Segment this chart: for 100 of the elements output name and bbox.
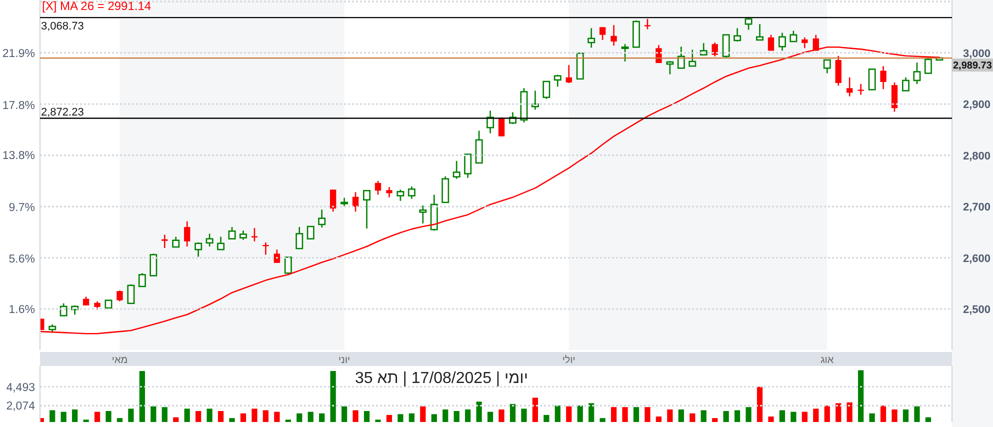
candlestick — [184, 220, 190, 248]
bar — [869, 413, 875, 422]
candlestick — [868, 68, 876, 90]
bar — [846, 402, 852, 422]
bar — [914, 406, 920, 422]
candlestick — [677, 46, 685, 69]
candlestick — [666, 60, 674, 75]
bar — [554, 406, 560, 422]
bar — [902, 409, 909, 422]
bar — [106, 411, 112, 422]
candlestick — [566, 64, 572, 84]
y2-tick-label: 1.6% — [8, 304, 35, 316]
bar — [398, 414, 404, 422]
bar — [72, 409, 78, 422]
bar — [678, 409, 684, 422]
bar — [50, 410, 56, 422]
bar — [420, 406, 426, 422]
bar — [667, 409, 673, 422]
bar — [431, 414, 437, 422]
y2-tick-label: 13.8% — [2, 150, 35, 162]
bar — [633, 407, 640, 422]
bar — [813, 408, 819, 422]
bar — [544, 414, 550, 422]
bar — [700, 410, 706, 422]
y-tick-label: 2,800 — [963, 150, 991, 162]
bar — [892, 409, 898, 422]
ref-line-label: 3,068.73 — [41, 20, 84, 33]
candlestick — [880, 65, 886, 90]
bar — [308, 412, 314, 422]
bar — [566, 406, 572, 422]
bar — [274, 412, 280, 422]
candlestick — [610, 24, 617, 46]
candlestick — [162, 234, 168, 249]
bar — [521, 408, 527, 422]
candlestick — [138, 272, 146, 288]
bar — [341, 406, 348, 422]
bar — [364, 411, 370, 422]
candlestick — [318, 208, 326, 228]
bar — [487, 412, 494, 422]
bar — [116, 418, 123, 422]
bar — [330, 371, 336, 422]
candlestick — [419, 204, 427, 224]
y-tick-label: 2,500 — [963, 304, 991, 316]
bar — [622, 407, 628, 422]
candlestick — [408, 186, 416, 200]
x-tick-label: מאי — [112, 355, 128, 366]
candlestick — [599, 26, 606, 41]
y2-tick-label: 21.9% — [2, 48, 35, 60]
bar — [229, 418, 235, 422]
y-tick-label: 3,000 — [963, 48, 991, 60]
bar — [802, 412, 808, 422]
candlestick — [902, 76, 910, 92]
candlestick — [621, 43, 629, 62]
candlestick — [790, 30, 798, 42]
bar — [206, 408, 212, 422]
bar — [756, 386, 763, 422]
bar — [240, 413, 246, 422]
bar — [476, 402, 482, 422]
bar — [588, 403, 594, 422]
bar — [779, 410, 786, 422]
bar — [60, 412, 66, 422]
candlestick — [756, 23, 764, 41]
bar — [746, 407, 752, 422]
bar — [252, 408, 258, 422]
bar — [880, 406, 886, 422]
bar — [465, 409, 471, 422]
candlestick — [712, 42, 718, 58]
candlestick — [374, 180, 382, 196]
candlestick — [150, 253, 158, 276]
candlestick — [700, 42, 708, 56]
bar — [442, 409, 448, 422]
candlestick — [60, 302, 68, 316]
text: [X] MA 26 = 2991.14 — [42, 0, 152, 13]
candlestick — [802, 36, 808, 49]
candlestick — [475, 130, 483, 164]
bar — [296, 413, 302, 422]
candlestick — [306, 226, 314, 240]
candlestick — [116, 290, 123, 302]
candlestick — [542, 80, 550, 100]
bar — [218, 411, 224, 422]
candlestick — [588, 28, 596, 48]
candlestick — [363, 189, 370, 230]
candlestick — [835, 55, 842, 86]
bar — [162, 407, 168, 422]
bar — [723, 411, 729, 422]
candlestick — [656, 44, 662, 64]
bar — [510, 404, 516, 422]
annotation: יומי | 17/08/2025 | תא 35 — [355, 370, 528, 387]
y2-tick-label: 9.7% — [8, 202, 35, 214]
bar — [262, 410, 269, 422]
candlestick — [206, 233, 214, 248]
bar — [577, 406, 583, 422]
bar — [386, 414, 392, 422]
bar — [690, 413, 696, 422]
bar — [656, 416, 662, 422]
candlestick — [386, 186, 392, 198]
candlestick — [823, 59, 831, 74]
bar — [319, 413, 325, 422]
bar — [173, 417, 179, 422]
candlestick — [127, 284, 135, 305]
